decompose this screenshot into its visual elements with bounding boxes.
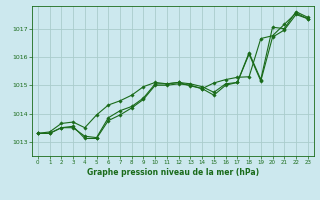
- X-axis label: Graphe pression niveau de la mer (hPa): Graphe pression niveau de la mer (hPa): [87, 168, 259, 177]
